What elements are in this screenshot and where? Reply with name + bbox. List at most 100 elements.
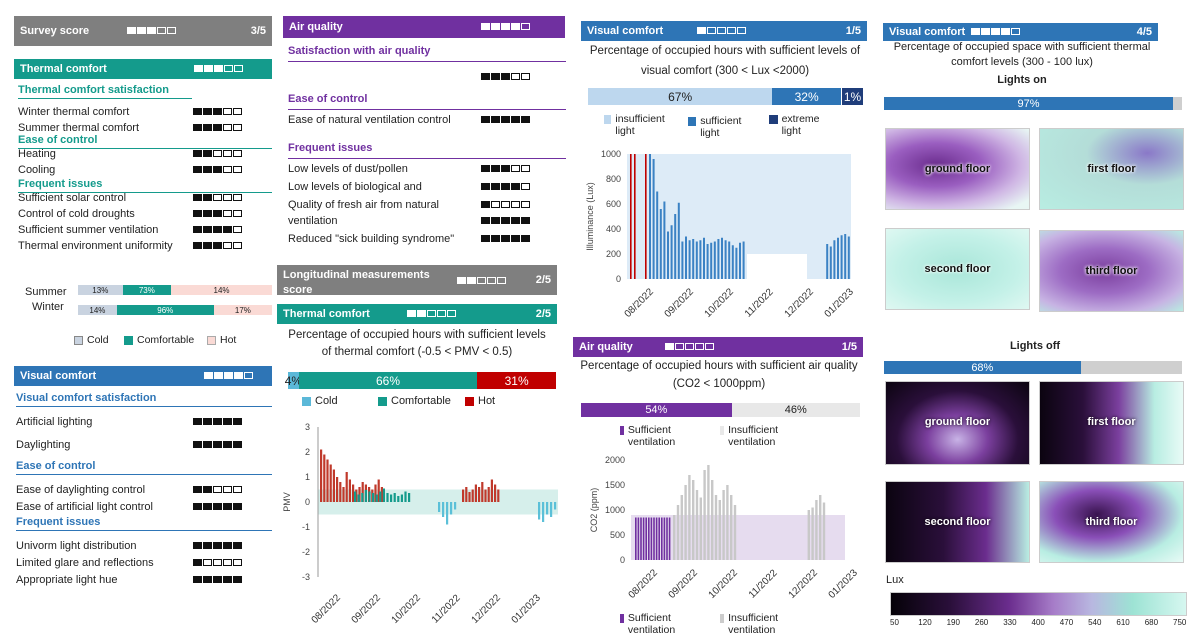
score-squares [193,108,242,115]
y-tick-label: 2000 [605,455,625,465]
summer-label: Summer [25,286,67,298]
lt-air-legend-sufficient: Sufficient ventilation [620,424,700,448]
lt-visual-header: Visual comfort 1/5 [581,21,867,41]
lt-thermal-value: 2/5 [535,308,551,320]
lux-bar [837,237,839,279]
item-label: Low levels of dust/pollen [288,163,408,175]
lux-bar [721,237,723,279]
co2-bar-insufficient [692,480,695,560]
lux-tick: 50 [890,618,899,627]
winter-hot: 17% [213,305,272,315]
visual-comfort-squares [204,372,253,379]
pmv-bar-hot [361,482,364,502]
summer-cold: 13% [78,285,123,295]
lux-bar [742,241,745,279]
score-squares [481,116,530,123]
off-ground-floor-map: ground floor [885,381,1030,465]
co2-bar-insufficient [711,480,714,560]
x-tick-label: 10/2022 [703,286,737,320]
score-square [417,310,426,317]
x-tick-label: 11/2022 [430,593,463,626]
item-label: Ease of natural ventilation control [288,114,451,126]
score-square [491,23,500,30]
off-third-floor-map: third floor [1039,481,1184,563]
lt-visual-value: 1/5 [845,25,861,37]
lt-visual-legend-sufficient: sufficient light [688,115,758,139]
pmv-bar-hot [336,477,339,502]
on-ground-floor-label: ground floor [924,162,991,175]
insufficient-ventilation-swatch-bottom [720,614,725,623]
on-ground-floor-map: ground floor [885,128,1030,210]
x-tick-label: 10/2022 [707,567,741,601]
pmv-bar-comfortable [372,493,375,502]
item-label: Cooling [18,164,56,176]
score-square [234,372,243,379]
pmv-bar-hot [342,487,345,502]
pmv-bar-hot [497,489,500,502]
off-first-floor-map: first floor [1039,381,1184,465]
lux-bar [717,239,720,279]
co2-bar-sufficient [653,517,655,560]
on-second-floor-map: second floor [885,228,1030,310]
score-square [234,65,243,72]
score-squares [193,486,242,493]
co2-bar-sufficient [640,517,642,560]
score-square [1011,28,1020,35]
lux-bar [844,234,847,279]
co2-bar-sufficient [648,517,650,560]
pmv-bar-cold [546,502,549,515]
score-squares [193,418,242,425]
lt-air-subtitle: Percentage of occupied hours with suffic… [580,360,858,390]
pmv-bar-hot [352,484,355,502]
on-first-floor-map: first floor [1039,128,1184,210]
lt-thermal-legend-cold: Cold [302,395,338,407]
pmv-bar-comfortable [397,496,400,502]
winter-cold: 14% [78,305,117,315]
lux-bar [663,201,666,279]
score-square [137,27,146,34]
co2-bar-insufficient [695,490,699,560]
co2-bar-insufficient [819,495,822,560]
score-squares [481,201,530,208]
extreme-light-label: extreme light [781,113,820,137]
score-square [697,27,706,34]
section-divider [16,474,272,475]
section-divider [16,406,272,407]
section-title: Frequent issues [288,142,373,154]
item-label: Reduced "sick building syndrome" [288,233,455,245]
pmv-bar-hot [320,449,323,502]
lt-air-bar: 54% 46% [581,403,860,417]
pmv-bar-hot [494,484,497,502]
score-square [675,343,684,350]
lux-bar-extreme [630,154,632,279]
pmv-bar-hot [465,487,468,502]
section-title: Frequent issues [16,516,101,528]
item-label: Appropriate light hue [16,574,118,586]
y-tick-label: 0 [620,555,625,565]
off-second-floor-map: second floor [885,481,1030,563]
pmv-bar-hot [484,489,487,502]
co2-bar-sufficient [642,517,645,560]
longitudinal-squares [457,277,506,284]
lux-tick: 610 [1116,618,1130,627]
pmv-bar-comfortable [379,491,382,502]
y-tick-label: -3 [302,572,310,582]
lt-thermal-title: Thermal comfort [283,308,370,320]
lux-bar [685,236,687,279]
lux-bar [677,202,680,279]
pmv-bar-hot [471,489,474,502]
lights-off-value: 68% [884,361,1081,374]
score-square [497,277,506,284]
section-divider [18,148,272,149]
section-divider [16,530,272,531]
lights-off-rest [1080,361,1182,374]
score-square [214,65,223,72]
item-label: Sufficient summer ventilation [18,224,159,236]
score-square [204,65,213,72]
lt-thermal-legend-hot: Hot [465,395,495,407]
x-tick-label: 12/2022 [783,286,817,320]
pmv-bar-cold [446,502,449,525]
sufficient-ventilation-swatch [620,426,624,435]
lux-scale-ticks: 50 120 190 260 330 400 470 540 610 680 750 [890,618,1187,630]
lt-thermal-header: Thermal comfort 2/5 [277,304,557,324]
